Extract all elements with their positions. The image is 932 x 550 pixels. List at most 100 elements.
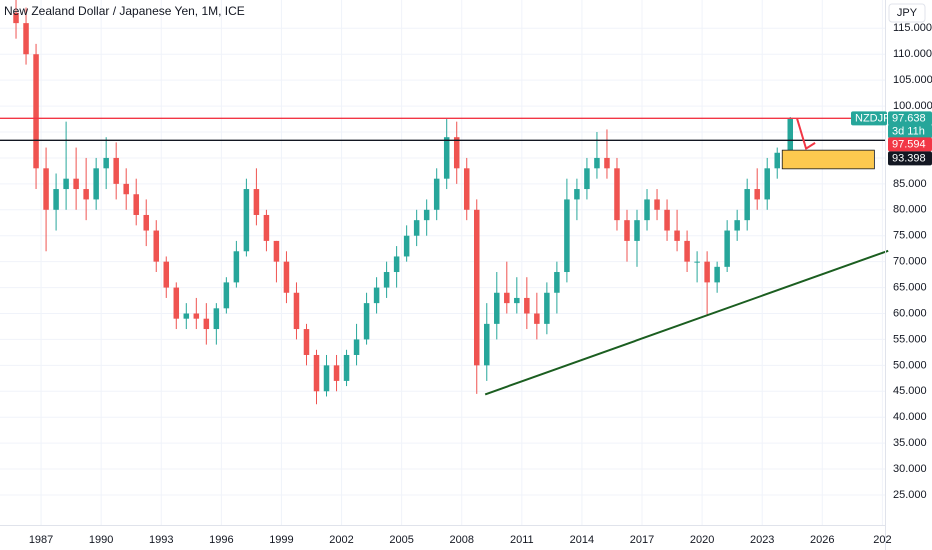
candle-body (674, 230, 680, 241)
candle-body (293, 292, 300, 330)
y-tick-label: 100.000 (893, 100, 932, 112)
candle-body (373, 287, 380, 304)
candle-body (684, 240, 690, 262)
candle-body (133, 194, 139, 215)
x-tick-label: 2011 (510, 534, 534, 546)
candle-body (574, 189, 580, 200)
candle-body (353, 339, 360, 355)
y-tick-label: 115.000 (893, 22, 932, 34)
projection-arrow (796, 118, 816, 151)
x-tick-label: 2017 (630, 534, 654, 546)
candle-body (183, 313, 190, 319)
candle-body (594, 157, 600, 169)
candle-body (604, 157, 610, 169)
candle-body (73, 178, 79, 190)
y-tick-label: 80.000 (893, 204, 927, 216)
candle-body (634, 220, 640, 241)
candle-body (143, 214, 149, 231)
candle-body (514, 297, 520, 304)
last-price-tag-box (888, 111, 932, 126)
candle-body (223, 282, 230, 309)
candle-body (534, 313, 540, 324)
candle-body (744, 189, 750, 221)
x-tick-label: 2008 (449, 534, 473, 546)
candle-body (263, 214, 270, 241)
candle-body (233, 251, 240, 283)
candle-body (494, 292, 500, 324)
candle-body (724, 230, 730, 267)
y-tick-label: 85.000 (893, 178, 927, 190)
y-tick-label: 105.000 (893, 74, 932, 86)
candle-body (33, 54, 39, 169)
candle-body (43, 168, 49, 210)
candle-body (564, 199, 570, 273)
candle-body (473, 209, 480, 366)
x-tick-label: 1999 (269, 534, 293, 546)
candle-body (213, 308, 220, 330)
candle-body (624, 220, 630, 241)
candle-body (193, 313, 200, 319)
candle-body (243, 189, 250, 252)
plot (0, 0, 889, 405)
candle-body (13, 12, 19, 24)
candle-body (443, 137, 450, 179)
candle-body (363, 303, 370, 340)
x-tick-label: 2005 (389, 534, 413, 546)
candle-body (584, 168, 590, 190)
candle-body (453, 137, 460, 169)
candle-body (313, 354, 320, 392)
y-tick-label: 55.000 (893, 333, 927, 345)
candle-body (644, 199, 650, 221)
symbol-tag: NZDJPY (855, 113, 898, 125)
chart-title: New Zealand Dollar / Japanese Yen, 1M, I… (4, 4, 245, 18)
currency[interactable]: JPY (897, 7, 918, 19)
currency-box[interactable] (888, 3, 926, 23)
candle-body (504, 292, 510, 304)
candle-body (393, 256, 400, 273)
candle-body (544, 292, 550, 324)
candle-body (333, 365, 340, 381)
candle-body (423, 209, 430, 221)
symbol-tag-box (851, 111, 887, 126)
y-tick-label: 60.000 (893, 307, 927, 319)
extra-price-tag-box (888, 137, 932, 152)
candle-body (734, 220, 740, 231)
candle-body (694, 261, 700, 263)
candle-body (774, 152, 780, 169)
candle-body (283, 261, 290, 293)
countdown-tag: 3d 11h (892, 126, 925, 138)
last-price-tag: 97.638 (892, 113, 926, 125)
y-tick-label: 65.000 (893, 281, 927, 293)
candle-body (524, 297, 530, 314)
candle-body (714, 266, 720, 283)
candle-body (113, 157, 119, 184)
candle-body (343, 354, 350, 381)
x-tick-label: 2002 (329, 534, 353, 546)
x-tick-label: 1993 (149, 534, 173, 546)
candle-body (463, 168, 470, 210)
x-tick-label: 202 (873, 534, 891, 546)
x-tick-label: 1996 (209, 534, 233, 546)
candle-body (413, 220, 420, 236)
candle-body (123, 183, 129, 195)
candle-body (764, 168, 770, 200)
candle-body (303, 329, 310, 355)
x-tick-label: 2026 (810, 534, 834, 546)
y-tick-label: 30.000 (893, 463, 927, 475)
trend-line (484, 249, 889, 396)
y-tick-label: 25.000 (893, 489, 927, 501)
candle-body (253, 189, 260, 215)
candle-body (704, 261, 710, 283)
candle-body (787, 118, 794, 153)
candle-body (664, 209, 670, 231)
target-zone (781, 149, 875, 170)
candle-body (93, 168, 99, 200)
candle-body (403, 235, 410, 257)
candle-body (273, 240, 280, 262)
candle-body (23, 23, 29, 55)
candle-body (654, 199, 660, 210)
candle-body (63, 178, 69, 190)
